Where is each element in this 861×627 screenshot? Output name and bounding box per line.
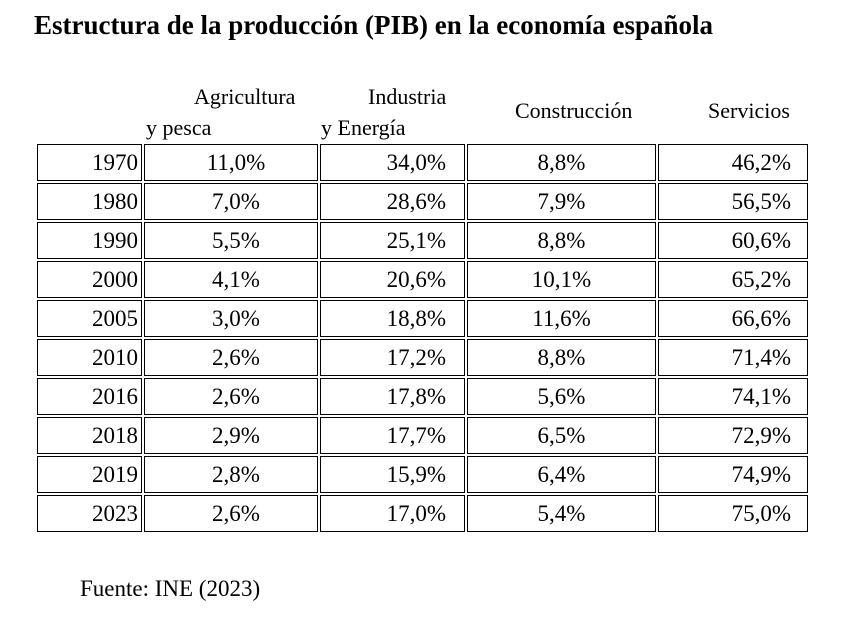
table-row: 1980 7,0% 28,6% 7,9% 56,5% <box>37 183 808 220</box>
industria-cell: 20,6% <box>320 261 465 298</box>
servicios-cell: 71,4% <box>658 339 808 376</box>
header-construccion: Construcción <box>515 98 633 123</box>
industria-cell: 28,6% <box>320 183 465 220</box>
header-industria-line2: y Energía <box>321 115 406 140</box>
construccion-cell: 10,1% <box>467 261 656 298</box>
header-industria-line1: Industria <box>368 84 447 109</box>
table-row: 2016 2,6% 17,8% 5,6% 74,1% <box>37 378 808 415</box>
header-agricultura-line2: y pesca <box>146 115 212 140</box>
industria-cell: 18,8% <box>320 300 465 337</box>
year-cell: 2005 <box>37 300 142 337</box>
servicios-cell: 56,5% <box>658 183 808 220</box>
construccion-cell: 5,4% <box>467 495 656 532</box>
servicios-cell: 46,2% <box>658 144 808 181</box>
year-cell: 2000 <box>37 261 142 298</box>
table-row: 2019 2,8% 15,9% 6,4% 74,9% <box>37 456 808 493</box>
year-cell: 1990 <box>37 222 142 259</box>
agricultura-cell: 2,9% <box>144 417 318 454</box>
agricultura-cell: 3,0% <box>144 300 318 337</box>
servicios-cell: 60,6% <box>658 222 808 259</box>
construccion-cell: 11,6% <box>467 300 656 337</box>
industria-cell: 17,2% <box>320 339 465 376</box>
agricultura-cell: 5,5% <box>144 222 318 259</box>
industria-cell: 17,8% <box>320 378 465 415</box>
industria-cell: 17,0% <box>320 495 465 532</box>
agricultura-cell: 4,1% <box>144 261 318 298</box>
industria-cell: 17,7% <box>320 417 465 454</box>
header-agricultura-line1: Agricultura <box>194 84 296 109</box>
construccion-cell: 6,4% <box>467 456 656 493</box>
table-row: 2000 4,1% 20,6% 10,1% 65,2% <box>37 261 808 298</box>
year-cell: 2010 <box>37 339 142 376</box>
agricultura-cell: 2,8% <box>144 456 318 493</box>
year-cell: 1970 <box>37 144 142 181</box>
industria-cell: 15,9% <box>320 456 465 493</box>
agricultura-cell: 7,0% <box>144 183 318 220</box>
servicios-cell: 72,9% <box>658 417 808 454</box>
servicios-cell: 65,2% <box>658 261 808 298</box>
agricultura-cell: 11,0% <box>144 144 318 181</box>
table-row: 2018 2,9% 17,7% 6,5% 72,9% <box>37 417 808 454</box>
page-title: Estructura de la producción (PIB) en la … <box>34 10 714 40</box>
servicios-cell: 66,6% <box>658 300 808 337</box>
table-row: 2023 2,6% 17,0% 5,4% 75,0% <box>37 495 808 532</box>
industria-cell: 34,0% <box>320 144 465 181</box>
construccion-cell: 5,6% <box>467 378 656 415</box>
industria-cell: 25,1% <box>320 222 465 259</box>
year-cell: 2018 <box>37 417 142 454</box>
table-row: 2005 3,0% 18,8% 11,6% 66,6% <box>37 300 808 337</box>
construccion-cell: 6,5% <box>467 417 656 454</box>
year-cell: 2016 <box>37 378 142 415</box>
year-cell: 2023 <box>37 495 142 532</box>
construccion-cell: 8,8% <box>467 339 656 376</box>
construccion-cell: 7,9% <box>467 183 656 220</box>
servicios-cell: 74,9% <box>658 456 808 493</box>
servicios-cell: 74,1% <box>658 378 808 415</box>
table-row: 1970 11,0% 34,0% 8,8% 46,2% <box>37 144 808 181</box>
year-cell: 2019 <box>37 456 142 493</box>
table-row: 1990 5,5% 25,1% 8,8% 60,6% <box>37 222 808 259</box>
construccion-cell: 8,8% <box>467 144 656 181</box>
servicios-cell: 75,0% <box>658 495 808 532</box>
source-note: Fuente: INE (2023) <box>80 576 261 601</box>
agricultura-cell: 2,6% <box>144 495 318 532</box>
construccion-cell: 8,8% <box>467 222 656 259</box>
table-row: 2010 2,6% 17,2% 8,8% 71,4% <box>37 339 808 376</box>
header-servicios: Servicios <box>708 98 790 123</box>
agricultura-cell: 2,6% <box>144 378 318 415</box>
agricultura-cell: 2,6% <box>144 339 318 376</box>
year-cell: 1980 <box>37 183 142 220</box>
